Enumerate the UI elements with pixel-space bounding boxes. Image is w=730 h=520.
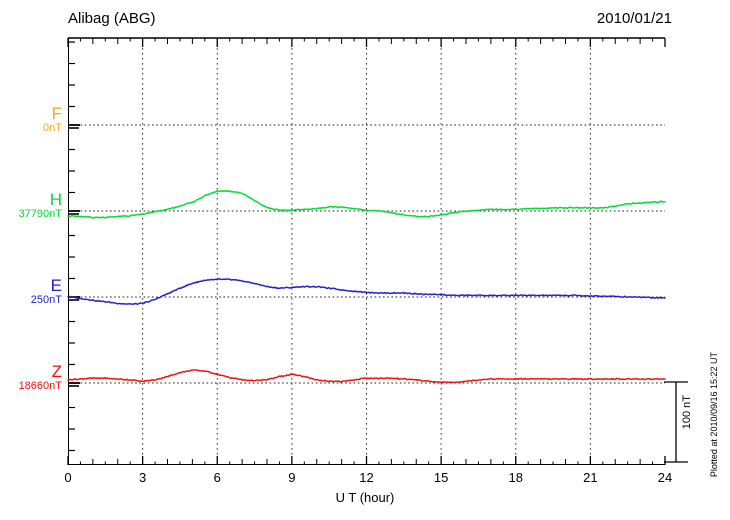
x-axis-tick-label: 0 — [64, 470, 72, 485]
x-axis-tick-label: 6 — [213, 470, 221, 485]
component-baseline-e: 250nT — [30, 294, 62, 306]
x-axis-tick-label: 3 — [139, 470, 147, 485]
component-letter-z: Z — [51, 362, 62, 381]
data-trace-z — [67, 369, 666, 384]
component-label-h: H 37790nT — [0, 191, 62, 220]
x-axis-tick-label: 18 — [508, 470, 523, 485]
data-trace-h — [67, 189, 666, 219]
component-baseline-h: 37790nT — [18, 208, 62, 220]
component-letter-h: H — [49, 190, 62, 209]
component-baseline-z: 18660nT — [18, 380, 62, 392]
plotted-timestamp: Plotted at 2010/09/16 15:22 UT — [709, 352, 719, 478]
x-axis-tick-label: 15 — [433, 470, 449, 485]
observation-date: 2010/01/21 — [596, 10, 672, 27]
component-label-z: Z 18660nT — [0, 363, 62, 392]
x-axis-tick-label: 21 — [583, 470, 598, 485]
data-trace-e — [67, 278, 666, 305]
component-letter-f: F — [51, 104, 62, 123]
page-title: Alibag (ABG) — [68, 10, 156, 27]
x-axis-tick-label: 12 — [359, 470, 374, 485]
x-axis-tick-label: 9 — [288, 470, 296, 485]
component-letter-e: E — [50, 276, 62, 295]
x-axis-tick-label: 24 — [657, 470, 673, 485]
component-baseline-f: 0nT — [43, 122, 62, 134]
scalebar-label: 100 nT — [681, 395, 693, 430]
x-axis-title: U T (hour) — [335, 490, 395, 505]
component-label-e: E 250nT — [0, 277, 62, 306]
component-label-f: F 0nT — [0, 105, 62, 134]
